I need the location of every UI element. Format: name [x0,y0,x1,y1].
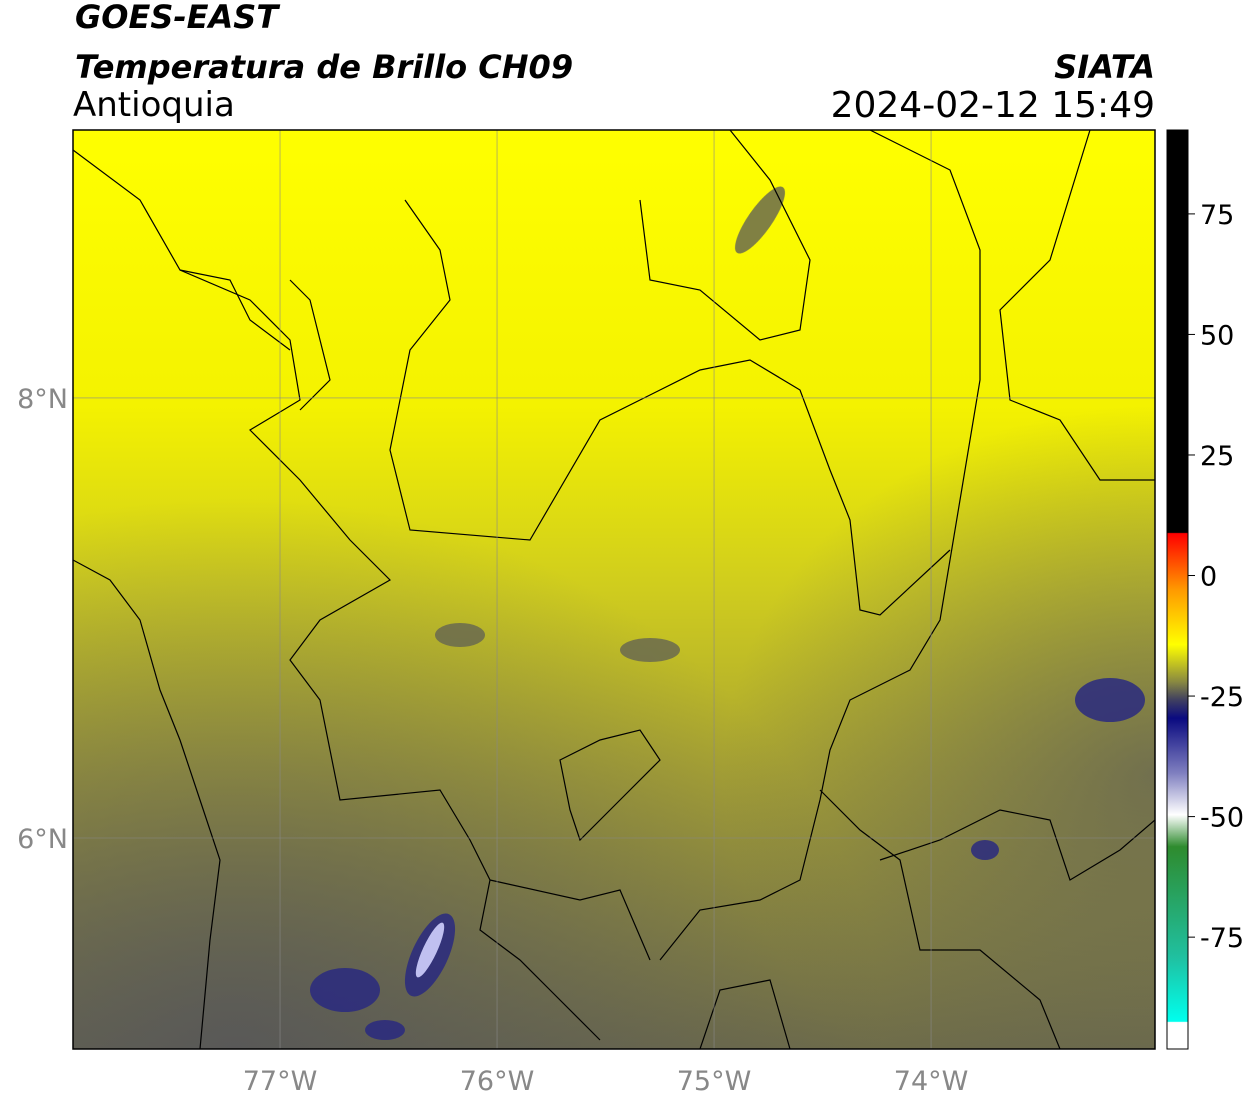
colorbar [1166,129,1189,1050]
map [73,130,1155,1049]
colorbar-tick-label: -50 [1200,803,1244,834]
colorbar-tick-label: 50 [1200,320,1234,351]
colorbar-tick-label: -25 [1200,682,1244,713]
source: SIATA [1054,48,1155,86]
lat-tick-label: 8°N [17,384,68,415]
colorbar-tick-label: 0 [1200,562,1217,593]
lon-tick-label: 77°W [243,1066,318,1097]
cloud-top [415,922,445,978]
title: GOES-EAST [75,0,280,36]
lon-tick-label: 74°W [894,1066,969,1097]
axes: 77°W 76°W 75°W 74°W 8°N 6°N 75 50 25 0 -25 -50 -75 [17,200,1244,1097]
region: Antioquia [73,85,235,125]
colorbar-tick-label: 75 [1200,200,1234,231]
subtitle: Temperatura de Brillo CH09 [75,48,573,86]
colorbar-tick-label: -75 [1200,923,1244,954]
map-frame [72,129,1156,1050]
boundaries [73,130,1155,1049]
colorbar-tick-label: 25 [1200,441,1234,472]
lon-tick-label: 76°W [460,1066,535,1097]
cold-region [73,130,1155,1049]
timestamp: 2024-02-12 15:49 [831,85,1155,126]
lat-tick-label: 6°N [17,824,68,855]
lon-tick-label: 75°W [677,1066,752,1097]
graticule [73,130,1155,1049]
